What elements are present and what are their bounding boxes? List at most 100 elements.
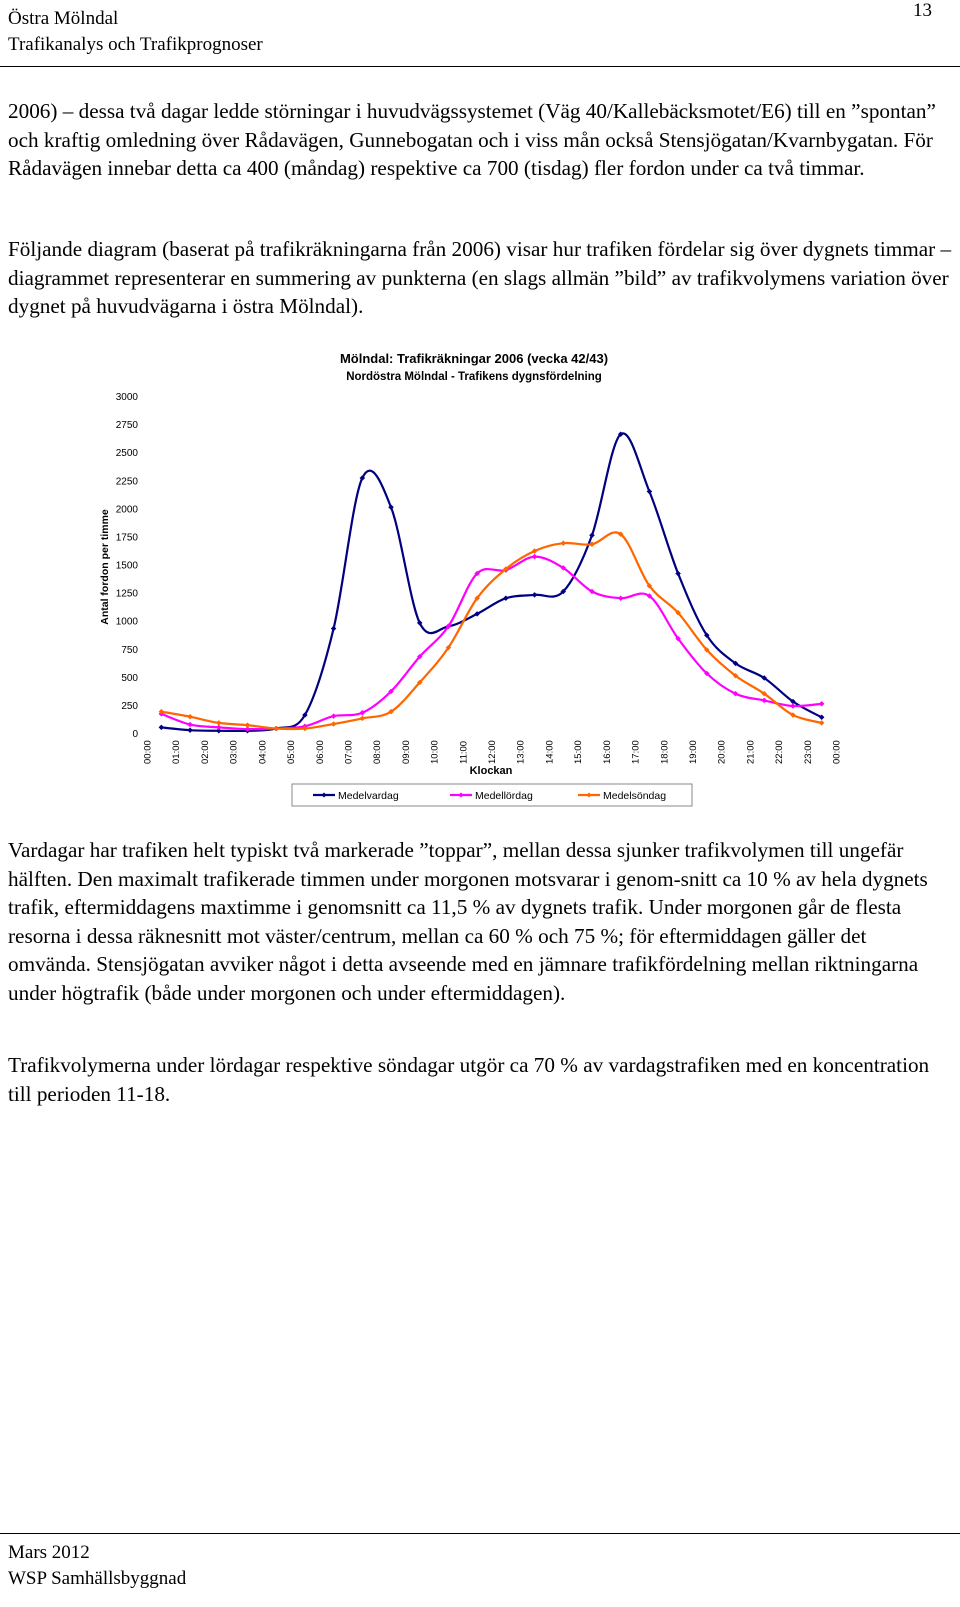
data-point [416, 679, 423, 686]
data-point [703, 670, 710, 677]
y-tick-label: 1250 [116, 589, 139, 600]
data-point [359, 709, 366, 716]
y-tick-label: 2250 [116, 476, 139, 487]
data-point [215, 724, 222, 731]
footer-company: WSP Samhällsbyggnad [8, 1568, 187, 1589]
data-point [388, 504, 394, 511]
legend-marker [586, 792, 592, 798]
data-point [244, 722, 251, 728]
x-tick-label: 00:00 [832, 740, 843, 764]
data-point [330, 713, 337, 720]
data-point [302, 725, 308, 732]
x-tick-label: 21:00 [745, 740, 756, 764]
data-point [560, 540, 567, 547]
chart-legend: Medelvardag Medellördag Medelsöndag [313, 790, 666, 802]
x-tick-label: 13:00 [516, 740, 527, 764]
data-point [187, 727, 193, 734]
data-point [503, 566, 509, 572]
x-tick-label: 02:00 [200, 740, 211, 764]
data-point [445, 623, 452, 630]
x-tick-label: 10:00 [430, 740, 441, 764]
data-point [617, 595, 624, 602]
data-point [617, 531, 624, 538]
y-tick-label: 3000 [116, 392, 139, 403]
data-point [675, 635, 681, 642]
data-point [732, 660, 739, 667]
data-point [330, 721, 337, 727]
data-point [330, 625, 337, 632]
paragraph-4: Trafikvolymerna under lördagar respektiv… [8, 1053, 930, 1106]
x-tick-label: 04:00 [257, 740, 268, 764]
data-point [158, 708, 165, 715]
chart-title: Mölndal: Trafikräkningar 2006 (vecka 42/… [340, 351, 608, 366]
data-point [474, 570, 480, 577]
data-point [474, 611, 480, 617]
x-tick-label: 12:00 [487, 740, 498, 764]
legend-box [291, 783, 693, 807]
y-tick-label: 1000 [116, 617, 139, 628]
legend-label: Medelvardag [338, 790, 399, 802]
x-tick-label: 16:00 [602, 740, 613, 764]
data-point [790, 698, 796, 705]
footer-rule [0, 1533, 960, 1534]
data-point [187, 713, 193, 720]
x-tick-label: 06:00 [315, 740, 326, 764]
legend-label: Medellördag [475, 790, 533, 802]
x-tick-label: 03:00 [229, 740, 240, 764]
series-line-medels-ndag [161, 531, 822, 731]
paragraph-1: 2006) – dessa två dagar ledde störningar… [8, 99, 936, 180]
data-point [244, 726, 251, 732]
header-report-title: Trafikanalys och Trafikprognoser [8, 34, 263, 55]
data-point [761, 697, 768, 704]
data-point [790, 703, 796, 709]
x-tick-label: 11:00 [458, 741, 469, 764]
data-point [388, 688, 394, 695]
x-tick-label: 18:00 [659, 740, 670, 764]
data-point [703, 632, 710, 639]
y-tick-label: 2500 [116, 448, 139, 459]
data-point [474, 595, 480, 602]
data-point [703, 647, 710, 653]
data-point [675, 570, 681, 577]
data-point [359, 715, 366, 722]
legend-label: Medelsöndag [603, 790, 666, 802]
y-tick-label: 250 [121, 701, 138, 712]
data-point [416, 620, 423, 626]
y-tick-label: 1750 [116, 532, 139, 543]
data-point [675, 609, 681, 616]
x-tick-label: 19:00 [688, 740, 699, 764]
header-rule [0, 66, 960, 67]
header-left: Östra Mölndal Trafikanalys och Trafikpro… [8, 6, 263, 58]
paragraph-3: Vardagar har trafiken helt typiskt två m… [8, 838, 928, 1005]
data-point [732, 672, 739, 679]
x-tick-label: 05:00 [286, 740, 297, 764]
x-tick-label: 20:00 [717, 740, 728, 764]
data-point [215, 720, 222, 726]
legend-marker [458, 792, 464, 798]
x-tick-label: 22:00 [774, 740, 785, 764]
data-point [503, 595, 509, 602]
x-tick-label: 15:00 [573, 740, 584, 764]
x-axis-label: Klockan [470, 765, 513, 777]
y-tick-label: 2000 [116, 504, 139, 515]
x-axis-ticks: 00:00 01:00 02:00 03:00 04:00 05:00 06:00 07:00… [143, 740, 843, 764]
data-point [589, 532, 595, 539]
paragraph-2: Följande diagram (baserat på trafikräkni… [8, 237, 952, 318]
data-point [445, 644, 452, 651]
x-tick-label: 08:00 [372, 740, 383, 764]
data-point [273, 725, 280, 732]
data-point [531, 591, 538, 598]
x-tick-label: 14:00 [544, 740, 555, 764]
y-tick-label: 2750 [116, 420, 139, 431]
footer-date: Mars 2012 [8, 1542, 90, 1563]
data-point [560, 565, 567, 571]
y-tick-label: 750 [121, 645, 138, 656]
data-point [416, 653, 423, 660]
page-number: 13 [913, 0, 932, 21]
x-tick-label: 17:00 [631, 740, 642, 764]
y-tick-label: 500 [121, 673, 138, 684]
data-point [302, 712, 308, 718]
data-point [818, 714, 825, 721]
data-point [531, 553, 538, 560]
y-axis-label: Antal fordon per timme [99, 509, 111, 625]
